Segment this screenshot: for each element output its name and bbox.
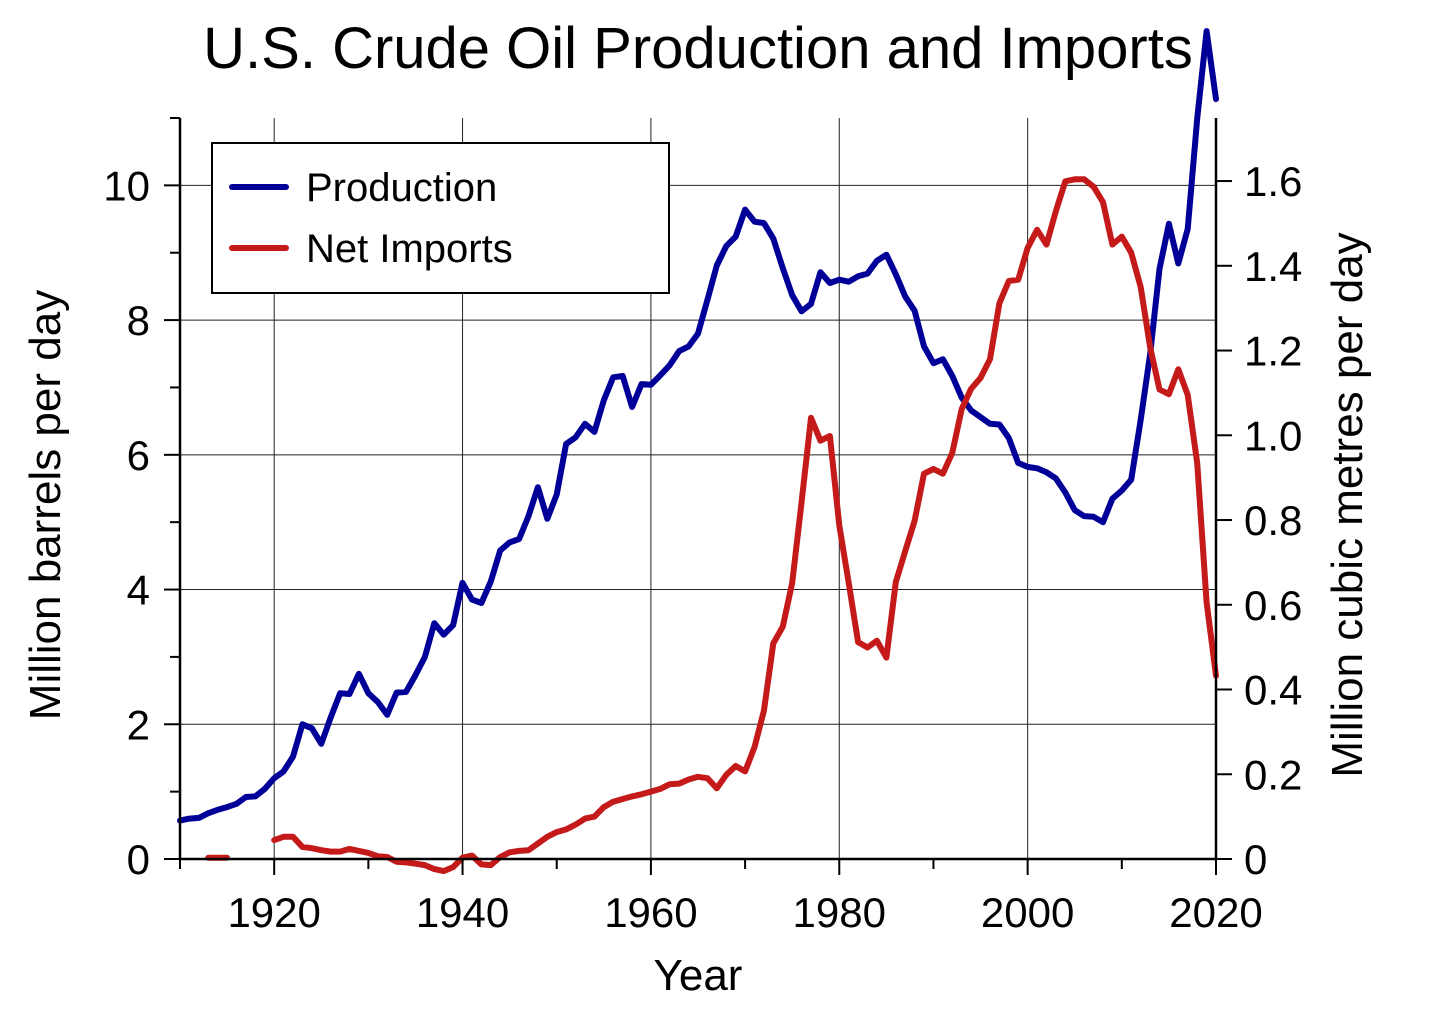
legend-box [211, 142, 670, 294]
y-tick-label-left: 10 [103, 162, 150, 209]
chart-title: U.S. Crude Oil Production and Imports [203, 16, 1193, 81]
y-tick-label-right: 1.4 [1244, 243, 1302, 290]
y-tick-label-left: 2 [127, 701, 150, 748]
axes: 1920 1940 1960 1980 2000 2020 0 2 4 6 8 10 0 0.2 0.4 0.… [103, 117, 1302, 936]
series-line-production [177, 28, 1219, 824]
y-tick-label-right: 0.6 [1244, 582, 1302, 629]
y-tick-label-right: 0.8 [1244, 497, 1302, 544]
x-tick-label: 1980 [793, 889, 886, 936]
series-line-net-imports [205, 176, 1219, 875]
legend: Production Net Imports [211, 142, 670, 294]
x-axis-label: Year [654, 951, 743, 1000]
y-tick-label-right: 0.4 [1244, 667, 1302, 714]
x-tick-label: 1960 [604, 889, 697, 936]
y-tick-label-left: 8 [127, 297, 150, 344]
y-tick-label-right: 1.0 [1244, 412, 1302, 459]
y-tick-label-left: 6 [127, 432, 150, 479]
y-axis-label-right: Million cubic metres per day [1323, 232, 1372, 777]
y-tick-label-right: 0.2 [1244, 751, 1302, 798]
y-tick-label-left: 0 [127, 836, 150, 883]
y-tick-label-left: 4 [127, 567, 150, 614]
y-tick-label-right: 1.2 [1244, 328, 1302, 375]
y-tick-label-right: 1.6 [1244, 158, 1302, 205]
x-tick-label: 1920 [227, 889, 320, 936]
y-axis-label-left: Million barrels per day [21, 290, 70, 720]
series-layer [177, 28, 1219, 875]
x-tick-label: 1940 [416, 889, 509, 936]
x-tick-label: 2000 [981, 889, 1074, 936]
legend-label-imports: Net Imports [306, 227, 513, 271]
legend-label-production: Production [306, 166, 497, 210]
y-tick-label-right: 0 [1244, 836, 1267, 883]
x-tick-label: 2020 [1169, 889, 1262, 936]
